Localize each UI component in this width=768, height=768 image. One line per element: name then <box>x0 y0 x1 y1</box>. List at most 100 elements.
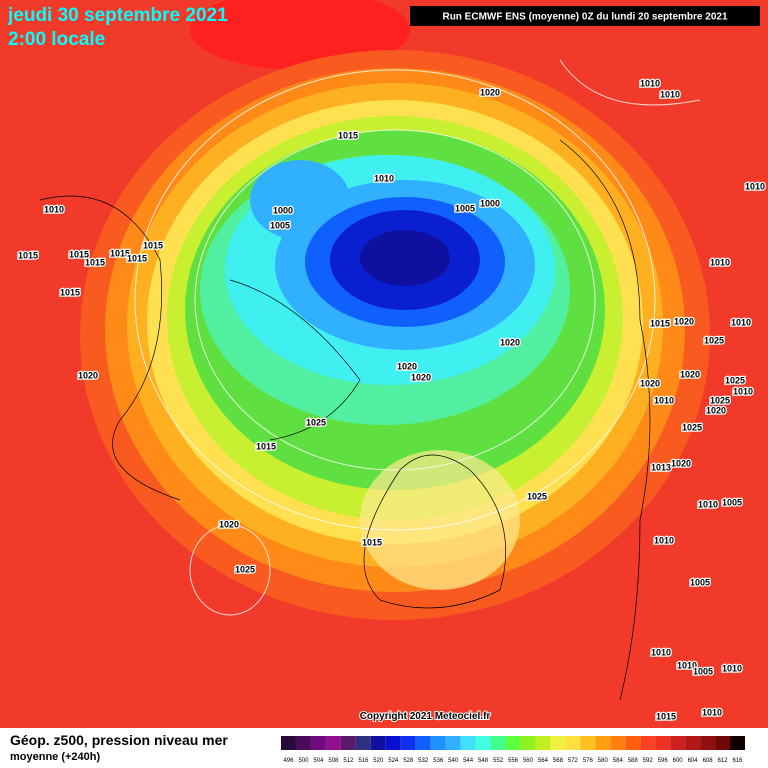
colorbar-label: 560 <box>523 758 534 764</box>
colorbar-label: 580 <box>598 758 609 764</box>
isobar-label: 1010 <box>374 173 394 183</box>
isobar-label: 1015 <box>110 248 130 258</box>
colorbar-label: 532 <box>418 758 429 764</box>
colorbar-label: 548 <box>478 758 489 764</box>
colorbar-swatch <box>490 736 506 750</box>
colorbar-swatch <box>670 736 686 750</box>
colorbar-label: 556 <box>508 758 519 764</box>
isobar-label: 1015 <box>650 318 670 328</box>
colorbar-swatch <box>400 736 416 750</box>
run-info: Run ECMWF ENS (moyenne) 0Z du lundi 20 s… <box>442 12 727 23</box>
colorbar-label: 600 <box>673 758 684 764</box>
colorbar-swatch <box>460 736 476 750</box>
isobar-label: 1005 <box>690 577 710 587</box>
colorbar-swatch <box>325 736 341 750</box>
isobar-label: 1005 <box>722 497 742 507</box>
colorbar-label: 572 <box>568 758 579 764</box>
footer-subtitle: moyenne (+240h) <box>10 751 101 763</box>
isobar-label: 1005 <box>455 203 475 213</box>
isobar-label: 1025 <box>725 375 745 385</box>
colorbar-label: 496 <box>283 758 294 764</box>
isobar-label: 1015 <box>143 240 163 250</box>
isobar-label: 1010 <box>710 257 730 267</box>
colorbar-swatch <box>550 736 566 750</box>
colorbar-swatch <box>415 736 431 750</box>
colorbar-label: 604 <box>688 758 699 764</box>
isobar-label: 1015 <box>656 711 676 721</box>
run-banner <box>410 6 760 26</box>
colorbar-swatch <box>505 736 521 750</box>
isobar-label: 1020 <box>674 316 694 326</box>
colorbar-swatch <box>640 736 656 750</box>
colorbar-swatch <box>445 736 461 750</box>
colorbar-swatch <box>310 736 326 750</box>
colorbar-label: 536 <box>433 758 444 764</box>
colorbar-swatch <box>370 736 386 750</box>
isobar-label: 1020 <box>219 519 239 529</box>
isobar-label: 1000 <box>480 198 500 208</box>
isobar-label: 1025 <box>704 335 724 345</box>
isobar-label: 1020 <box>680 369 700 379</box>
colorbar-label: 552 <box>493 758 504 764</box>
colorbar-label: 544 <box>463 758 474 764</box>
colorbar-label: 616 <box>733 758 744 764</box>
colorbar-label: 504 <box>313 758 324 764</box>
isobar-label: 1015 <box>60 287 80 297</box>
isobar-label: 1020 <box>671 458 691 468</box>
copyright: Copyright 2021 Meteociel.fr <box>360 711 491 722</box>
isobar-label: 1015 <box>338 130 358 140</box>
isobar-label: 1005 <box>270 220 290 230</box>
colorbar-swatch <box>700 736 716 750</box>
colorbar-label: 524 <box>388 758 399 764</box>
isobar-label: 1010 <box>44 204 64 214</box>
colorbar-label: 608 <box>703 758 714 764</box>
isobar-label: 1000 <box>273 205 293 215</box>
colorbar-swatch <box>715 736 731 750</box>
colorbar-label: 568 <box>553 758 564 764</box>
isobar-label: 1013 <box>651 462 671 472</box>
isobar-label: 1015 <box>127 253 147 263</box>
isobar-label: 1015 <box>362 537 382 547</box>
isobar-label: 1010 <box>654 395 674 405</box>
colorbar-label: 612 <box>718 758 729 764</box>
isobar-label: 1010 <box>722 663 742 673</box>
colorbar-swatch <box>281 736 296 750</box>
isobar-label: 1025 <box>235 564 255 574</box>
colorbar-swatch <box>340 736 356 750</box>
colorbar-label: 508 <box>328 758 339 764</box>
map <box>0 0 768 728</box>
isobar-label: 1020 <box>640 378 660 388</box>
isobar-label: 1010 <box>731 317 751 327</box>
footer-title: Géop. z500, pression niveau mer <box>10 732 228 748</box>
colorbar-swatch <box>565 736 581 750</box>
isobar-label: 1020 <box>480 87 500 97</box>
colorbar-swatch <box>520 736 536 750</box>
isobar-label: 1015 <box>18 250 38 260</box>
colorbar-swatch <box>610 736 626 750</box>
colorbar-label: 516 <box>358 758 369 764</box>
colorbar-swatch <box>385 736 401 750</box>
isobar-label: 1020 <box>706 405 726 415</box>
colorbar-swatch <box>535 736 551 750</box>
colorbar-swatch <box>430 736 446 750</box>
isobar-label: 1010 <box>640 78 660 88</box>
isobar-label: 1025 <box>710 395 730 405</box>
isobar-label: 1025 <box>527 491 547 501</box>
colorbar-swatch <box>295 736 311 750</box>
isobar-label: 1015 <box>69 249 89 259</box>
isobar-label: 1010 <box>660 89 680 99</box>
colorbar-swatch <box>355 736 371 750</box>
colorbar-label: 564 <box>538 758 549 764</box>
colorbar-label: 576 <box>583 758 594 764</box>
colorbar-swatch <box>730 736 745 750</box>
isobar-label: 1025 <box>306 417 326 427</box>
time: 2:00 locale <box>8 29 105 50</box>
colorbar-swatch <box>475 736 491 750</box>
isobar-label: 1010 <box>702 707 722 717</box>
isobar-label: 1010 <box>677 660 697 670</box>
colorbar-label: 512 <box>343 758 354 764</box>
colorbar-swatch <box>625 736 641 750</box>
isobar-label: 1010 <box>733 386 753 396</box>
isobar-label: 1005 <box>693 666 713 676</box>
